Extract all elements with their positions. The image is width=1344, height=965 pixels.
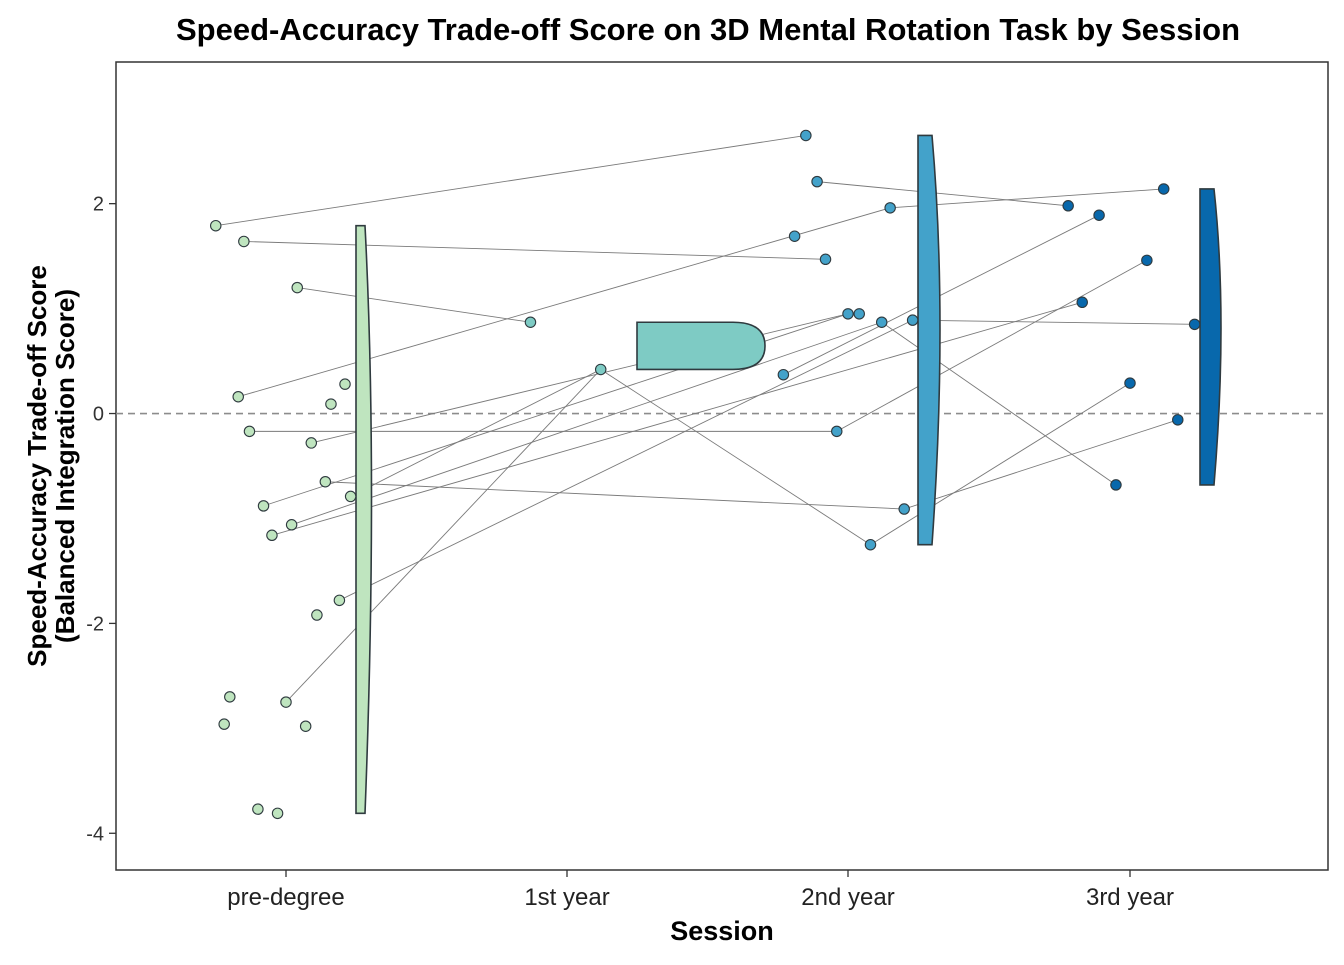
data-point <box>1076 296 1088 309</box>
data-point <box>1110 479 1122 491</box>
connection-line <box>339 319 913 601</box>
data-point <box>319 475 332 488</box>
data-point <box>333 594 346 607</box>
data-point <box>232 390 244 403</box>
x-tick-label: 1st year <box>524 884 609 911</box>
connection-line <box>243 240 826 260</box>
data-point <box>218 718 230 730</box>
connection-line <box>870 382 1131 546</box>
y-axis-title-line1: Speed-Accuracy Trade-off Score <box>22 265 52 667</box>
plot-panel <box>115 61 1329 871</box>
data-point <box>271 807 284 820</box>
connection-line <box>325 481 905 510</box>
data-point <box>788 230 801 242</box>
x-axis: pre-degree 1st year 2nd year 3rd year <box>227 870 1174 911</box>
y-axis-title-line2: (Balanced Integration Score) <box>50 289 80 643</box>
connection-line <box>291 321 882 526</box>
data-point <box>238 235 250 248</box>
data-point <box>1124 377 1136 389</box>
connection-line <box>783 214 1100 376</box>
data-point <box>777 368 790 381</box>
data-point <box>864 538 877 551</box>
data-point <box>853 308 865 320</box>
data-point <box>811 175 823 188</box>
connection-line <box>600 369 871 546</box>
x-tick-label: 2nd year <box>801 884 894 911</box>
y-tick-label: 0 <box>93 404 104 426</box>
x-axis-title: Session <box>670 916 774 946</box>
data-point <box>257 500 270 512</box>
data-point <box>280 696 292 708</box>
data-point <box>800 129 812 142</box>
data-point <box>243 425 256 438</box>
data-point <box>339 378 351 390</box>
data-point <box>524 316 537 328</box>
y-tick-label: 2 <box>93 194 104 216</box>
half-violins-layer <box>355 134 1222 815</box>
data-point <box>906 314 919 326</box>
x-tick-label: 3rd year <box>1086 884 1174 911</box>
data-point <box>291 281 303 294</box>
chart-title: Speed-Accuracy Trade-off Score on 3D Men… <box>176 12 1240 47</box>
connection-line <box>904 419 1178 510</box>
connection-line <box>817 181 1069 207</box>
half-violin-3 <box>1199 188 1222 486</box>
data-point <box>1141 254 1153 267</box>
connection-line <box>912 319 1195 325</box>
connection-line <box>238 207 891 398</box>
data-point <box>842 308 854 320</box>
points-layer <box>210 129 1201 820</box>
data-point <box>884 202 896 214</box>
connection-line <box>836 259 1148 432</box>
data-point <box>819 253 832 266</box>
connection-line <box>297 287 531 323</box>
data-point <box>1093 209 1105 221</box>
half-violin-0 <box>355 224 373 815</box>
y-tick-label: -4 <box>86 823 104 845</box>
connection-line <box>350 369 601 497</box>
connection-lines-layer <box>215 135 1195 703</box>
data-point <box>266 529 278 542</box>
data-point <box>875 316 888 328</box>
y-tick-label: -2 <box>86 613 104 635</box>
half-violin-2 <box>917 134 941 546</box>
data-point <box>311 609 323 621</box>
connection-line <box>215 135 806 227</box>
data-point <box>325 398 337 410</box>
y-axis-title: Speed-Accuracy Trade-off Score (Balanced… <box>22 265 80 667</box>
data-point <box>1188 318 1201 331</box>
data-point <box>1172 414 1184 426</box>
data-point <box>285 519 298 531</box>
data-point <box>1062 200 1074 212</box>
half-violin-1 <box>636 321 766 371</box>
data-point <box>898 503 910 515</box>
data-point <box>305 437 318 449</box>
data-point <box>299 720 312 732</box>
connection-line <box>285 369 602 703</box>
x-tick-label: pre-degree <box>227 884 344 911</box>
data-point <box>594 363 607 376</box>
y-axis: -4 -2 0 2 <box>86 194 116 845</box>
data-point <box>210 219 222 232</box>
data-point <box>252 803 264 815</box>
data-point <box>1157 183 1170 195</box>
data-point <box>224 691 236 703</box>
data-point <box>344 490 357 503</box>
data-point <box>831 425 843 438</box>
